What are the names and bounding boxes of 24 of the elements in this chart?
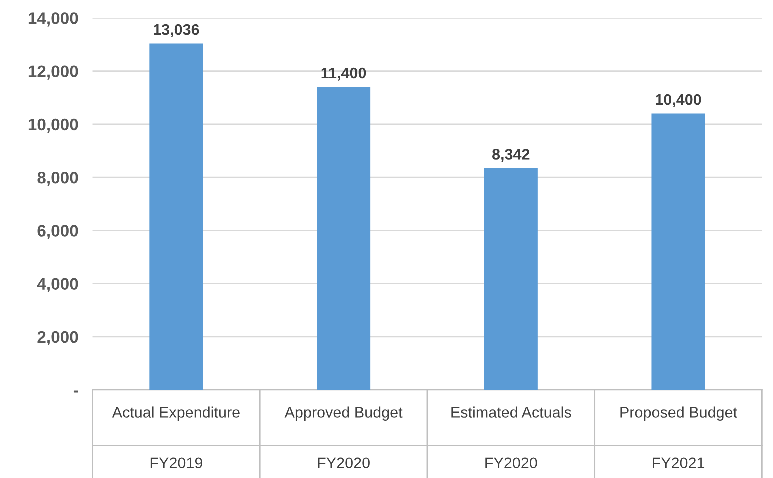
data-label: 8,342 — [492, 149, 530, 162]
text: FY2019 — [150, 458, 202, 469]
x-tick-label: Actual Expenditure — [112, 406, 240, 421]
data-label: 13,036 — [154, 24, 200, 38]
y-tick-label: 4,000 — [37, 278, 78, 292]
y-tick-label: 12,000 — [28, 66, 78, 80]
y-tick-label: - — [74, 390, 78, 393]
y-tick-label: 2,000 — [38, 331, 78, 346]
x-tick-label: Proposed Budget — [620, 406, 738, 421]
data-label: 10,400 — [656, 94, 702, 108]
y-tick-label: 8,000 — [38, 172, 78, 186]
text: FY2020 — [486, 458, 538, 469]
bar — [484, 168, 538, 390]
y-tick-label: 14,000 — [28, 12, 78, 27]
x-tick-label: Estimated Actuals — [452, 406, 572, 418]
y-tick-label: 10,000 — [28, 118, 78, 134]
bar — [652, 114, 706, 390]
bar — [317, 87, 371, 390]
x-tick-label: Approved Budget — [284, 406, 403, 421]
text: FY2020 — [318, 458, 370, 469]
text: FY2021 — [653, 458, 705, 469]
data-label: 11,400 — [322, 68, 366, 81]
y-tick-label: 6,000 — [38, 225, 78, 240]
bar — [150, 44, 204, 390]
